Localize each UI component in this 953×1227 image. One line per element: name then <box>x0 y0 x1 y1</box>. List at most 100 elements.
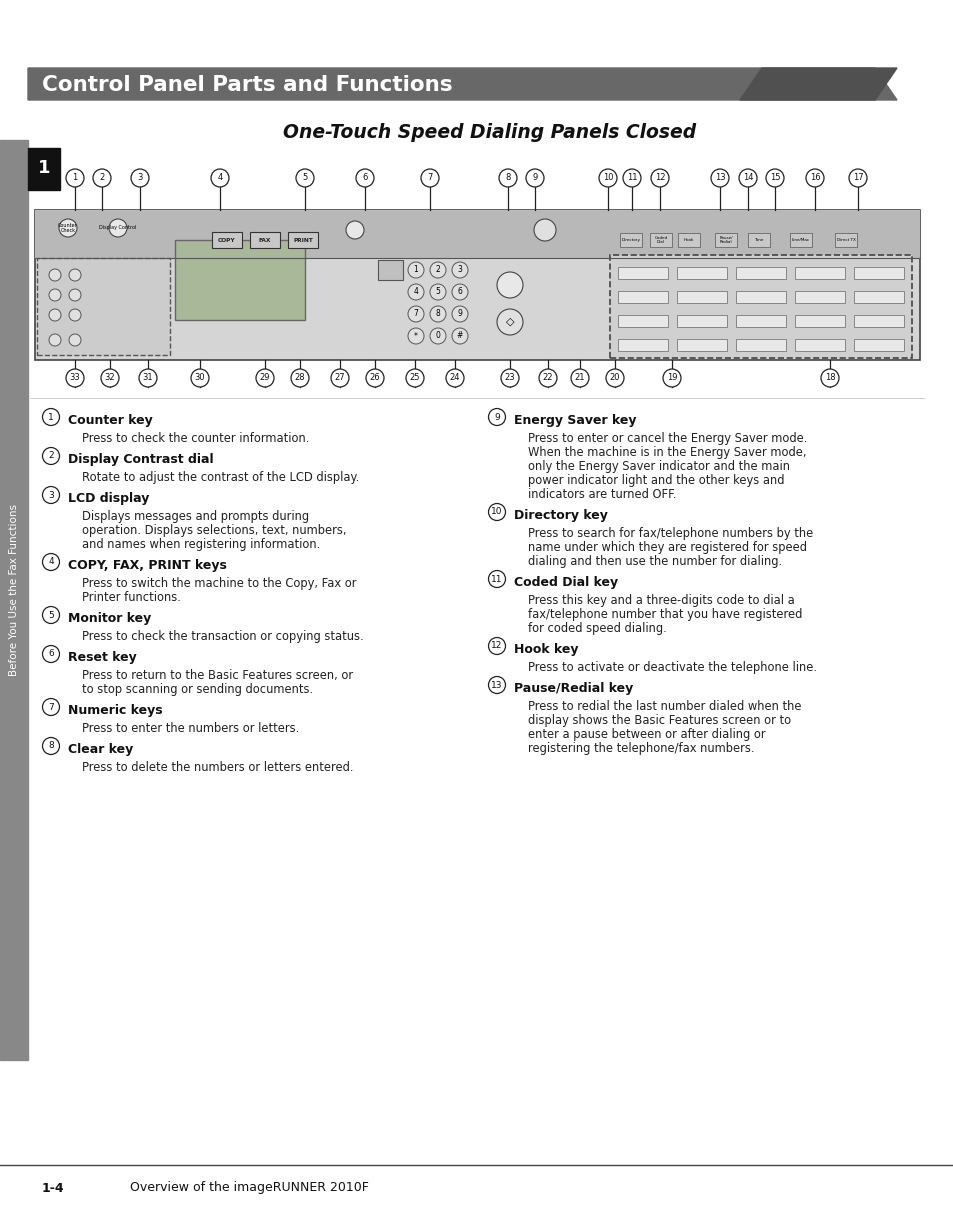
Text: 11: 11 <box>491 574 502 584</box>
Text: LCD display: LCD display <box>68 492 150 506</box>
Text: 6: 6 <box>457 287 462 297</box>
Text: 2: 2 <box>49 452 53 460</box>
Bar <box>212 232 242 248</box>
Bar <box>618 267 667 279</box>
Text: FAX: FAX <box>258 238 271 243</box>
Circle shape <box>430 283 446 299</box>
Text: 2: 2 <box>436 265 440 275</box>
Text: 22: 22 <box>542 373 553 383</box>
Circle shape <box>710 169 728 187</box>
Circle shape <box>66 169 84 187</box>
Text: 32: 32 <box>105 373 115 383</box>
Circle shape <box>452 328 468 344</box>
Text: Press to delete the numbers or letters entered.: Press to delete the numbers or letters e… <box>82 761 354 774</box>
Circle shape <box>43 606 59 623</box>
Bar <box>853 339 903 351</box>
Circle shape <box>69 309 81 321</box>
Text: Overview of the imageRUNNER 2010F: Overview of the imageRUNNER 2010F <box>130 1182 369 1195</box>
Text: 4: 4 <box>217 173 222 183</box>
Bar <box>677 267 726 279</box>
Text: Pause/Redial key: Pause/Redial key <box>514 682 633 694</box>
Bar <box>735 339 785 351</box>
Text: for coded speed dialing.: for coded speed dialing. <box>527 622 666 636</box>
Bar <box>35 210 919 258</box>
Text: Press this key and a three-digits code to dial a: Press this key and a three-digits code t… <box>527 594 794 607</box>
Bar <box>735 315 785 328</box>
Text: 26: 26 <box>370 373 380 383</box>
Text: enter a pause between or after dialing or: enter a pause between or after dialing o… <box>527 728 765 741</box>
Text: power indicator light and the other keys and: power indicator light and the other keys… <box>527 474 783 487</box>
Text: 19: 19 <box>666 373 677 383</box>
Text: dialing and then use the number for dialing.: dialing and then use the number for dial… <box>527 555 781 568</box>
Text: Rotate to adjust the contrast of the LCD display.: Rotate to adjust the contrast of the LCD… <box>82 471 359 483</box>
Circle shape <box>295 169 314 187</box>
Text: 1-4: 1-4 <box>42 1182 65 1195</box>
Text: 21: 21 <box>574 373 584 383</box>
Circle shape <box>109 218 127 237</box>
Text: Directory: Directory <box>620 238 639 242</box>
Circle shape <box>662 369 680 387</box>
Text: 4: 4 <box>414 287 418 297</box>
Text: 5: 5 <box>302 173 307 183</box>
Text: 1: 1 <box>72 173 77 183</box>
Text: Press to return to the Basic Features screen, or: Press to return to the Basic Features sc… <box>82 669 353 682</box>
Bar <box>794 291 844 303</box>
Text: 27: 27 <box>335 373 345 383</box>
Text: 23: 23 <box>504 373 515 383</box>
Polygon shape <box>740 67 896 99</box>
Text: to stop scanning or sending documents.: to stop scanning or sending documents. <box>82 683 313 696</box>
Text: operation. Displays selections, text, numbers,: operation. Displays selections, text, nu… <box>82 524 346 537</box>
Text: *: * <box>414 331 417 341</box>
Circle shape <box>331 369 349 387</box>
Bar <box>834 233 856 247</box>
Bar <box>0 140 28 1060</box>
Bar <box>618 291 667 303</box>
Circle shape <box>805 169 823 187</box>
Text: and names when registering information.: and names when registering information. <box>82 537 320 551</box>
Text: 14: 14 <box>742 173 753 183</box>
Text: only the Energy Saver indicator and the main: only the Energy Saver indicator and the … <box>527 460 789 472</box>
Circle shape <box>49 290 61 301</box>
Circle shape <box>69 290 81 301</box>
Circle shape <box>43 486 59 503</box>
Text: 10: 10 <box>602 173 613 183</box>
Bar <box>35 210 919 360</box>
Text: Press to check the transaction or copying status.: Press to check the transaction or copyin… <box>82 629 363 643</box>
Circle shape <box>408 283 423 299</box>
Text: 30: 30 <box>194 373 205 383</box>
Circle shape <box>650 169 668 187</box>
Bar <box>30 148 923 390</box>
Circle shape <box>525 169 543 187</box>
Text: Display Control: Display Control <box>99 226 136 231</box>
Text: 13: 13 <box>491 681 502 690</box>
Bar <box>37 258 170 355</box>
Text: 33: 33 <box>70 373 80 383</box>
Text: 24: 24 <box>449 373 459 383</box>
Text: 7: 7 <box>427 173 433 183</box>
Text: 11: 11 <box>626 173 637 183</box>
Bar <box>794 339 844 351</box>
Bar <box>678 233 700 247</box>
Text: Coded Dial key: Coded Dial key <box>514 575 618 589</box>
Text: 1: 1 <box>38 160 51 177</box>
Text: 1: 1 <box>48 412 53 422</box>
Bar <box>677 315 726 328</box>
Text: Press to enter or cancel the Energy Saver mode.: Press to enter or cancel the Energy Save… <box>527 432 806 445</box>
Bar <box>649 233 671 247</box>
Circle shape <box>605 369 623 387</box>
Text: 5: 5 <box>436 287 440 297</box>
Circle shape <box>488 571 505 588</box>
Text: Line/Mac: Line/Mac <box>791 238 809 242</box>
Text: Before You Use the Fax Functions: Before You Use the Fax Functions <box>9 504 19 676</box>
Text: Press to switch the machine to the Copy, Fax or: Press to switch the machine to the Copy,… <box>82 577 356 590</box>
Circle shape <box>488 503 505 520</box>
Text: Press to check the counter information.: Press to check the counter information. <box>82 432 309 445</box>
Text: 5: 5 <box>48 611 53 620</box>
Text: 12: 12 <box>491 642 502 650</box>
Text: 8: 8 <box>436 309 440 319</box>
Circle shape <box>59 218 77 237</box>
Text: 9: 9 <box>457 309 462 319</box>
Bar <box>619 233 641 247</box>
Text: Display Contrast dial: Display Contrast dial <box>68 453 213 466</box>
Circle shape <box>346 221 364 239</box>
